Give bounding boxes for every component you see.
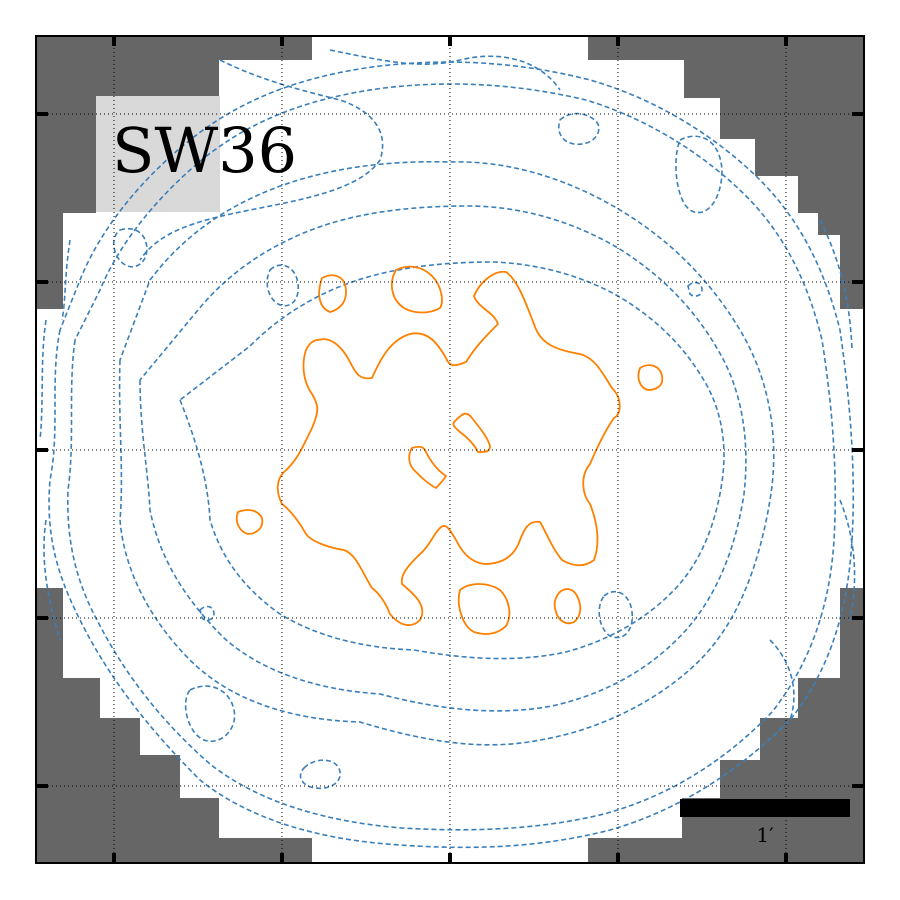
negative-contour-blob-8 [199, 605, 215, 621]
positive-contours [235, 265, 664, 635]
negative-contour-outer-2 [66, 83, 837, 831]
positive-contour-main [276, 270, 621, 627]
positive-contour-blob-8 [553, 588, 582, 625]
mask-bottom-right [588, 588, 864, 863]
negative-contour-blob-3 [675, 135, 723, 214]
negative-contours [39, 49, 856, 849]
negative-contour-blob-2 [266, 264, 300, 307]
negative-contour-blob-9 [687, 281, 703, 297]
positive-contour-blob-3 [637, 364, 664, 391]
positive-contour-blob-7 [457, 583, 511, 635]
negative-contour-blob-7 [112, 227, 148, 268]
negative-contour-mid-1 [118, 160, 775, 746]
negative-contour-right-edge [769, 219, 856, 721]
mask-bottom-left [36, 588, 312, 863]
negative-contour-blob-6 [184, 685, 236, 743]
negative-contour-inner-1 [179, 261, 725, 660]
tick-marks [36, 36, 864, 863]
mask-top-right [588, 36, 864, 309]
scale-bar [680, 799, 850, 817]
negative-contour-blob-5 [299, 759, 341, 790]
scale-bar-label: 1′ [756, 823, 774, 847]
negative-contour-blob-1 [558, 112, 600, 146]
negative-contour-blob-4 [598, 590, 634, 639]
negative-contour-topleft [139, 59, 384, 261]
negative-contour-mid-2 [139, 205, 747, 712]
positive-contour-blob-5 [408, 445, 447, 489]
negative-contour-top [329, 49, 561, 91]
label-box [96, 96, 220, 212]
positive-contour-blob-4 [452, 412, 491, 453]
positive-contour-blob-1 [318, 274, 347, 313]
positive-contour-blob-2 [390, 265, 443, 314]
panel-label: SW36 [112, 114, 297, 187]
negative-contour-outer-1 [48, 61, 855, 849]
axes-frame [35, 35, 865, 864]
mask-regions [36, 36, 864, 863]
mask-top-left [36, 36, 312, 309]
positive-contour-blob-6 [235, 509, 264, 535]
negative-contour-left-edge [39, 239, 71, 641]
